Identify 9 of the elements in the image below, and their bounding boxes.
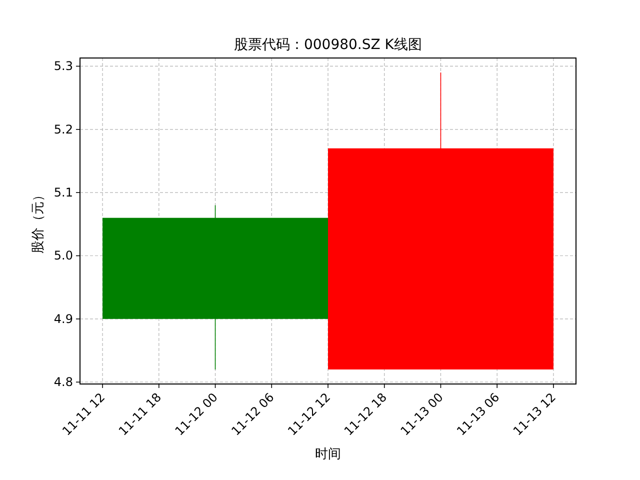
- y-tick-label: 5.3: [54, 59, 73, 74]
- y-tick-label: 5.1: [54, 186, 73, 200]
- chart-title: 股票代码：000980.SZ K线图: [234, 37, 422, 53]
- y-tick-label: 5.2: [54, 122, 73, 136]
- y-tick-label: 5.0: [54, 248, 73, 263]
- y-tick-label: 4.8: [54, 375, 73, 390]
- y-axis-title: 股价（元）: [31, 188, 46, 254]
- x-axis-title: 时间: [315, 447, 341, 462]
- y-tick-label: 4.9: [54, 312, 73, 326]
